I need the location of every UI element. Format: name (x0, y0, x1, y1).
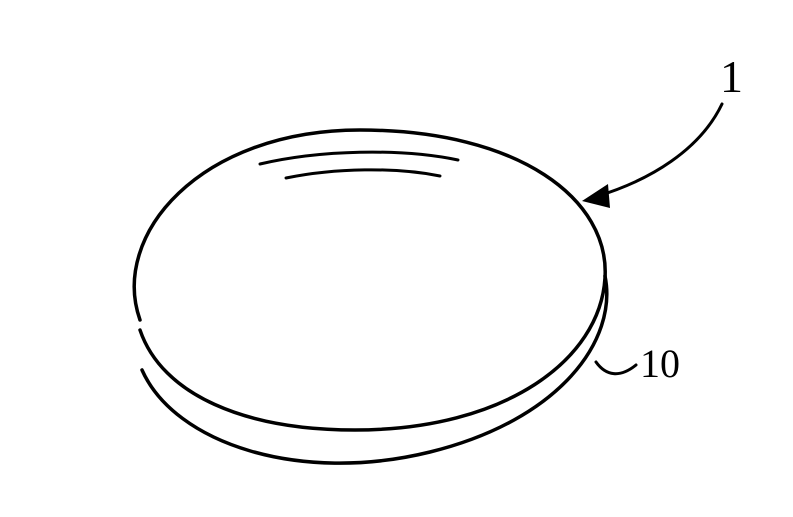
leader-assembly (598, 104, 722, 196)
lens-highlight-2 (286, 170, 440, 178)
leader-assembly-arrow (582, 184, 610, 208)
label-edge: 10 (640, 340, 680, 387)
lens-highlight-1 (260, 152, 458, 164)
figure-canvas (0, 0, 793, 517)
lens-edge (142, 276, 607, 463)
lens-drawing (134, 104, 722, 463)
lens-top-face (134, 130, 605, 430)
label-assembly: 1 (720, 50, 743, 103)
leader-edge (596, 362, 636, 374)
